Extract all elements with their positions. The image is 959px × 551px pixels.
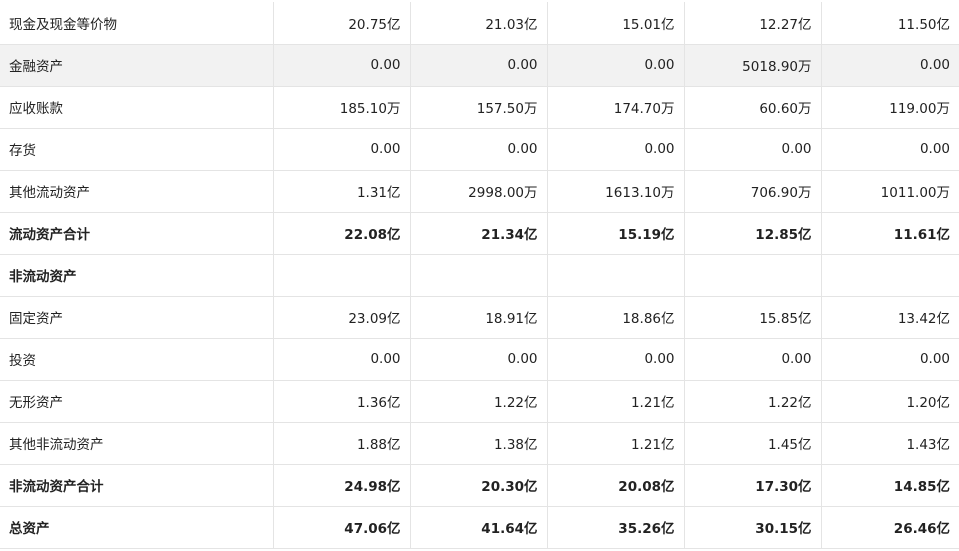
row-value: 18.91亿 bbox=[410, 296, 548, 339]
row-label: 投资 bbox=[0, 338, 274, 381]
row-value: 119.00万 bbox=[821, 86, 959, 129]
row-value: 22.08亿 bbox=[273, 212, 411, 255]
row-value: 11.50亿 bbox=[821, 2, 959, 45]
table-row: 其他流动资产 1.31亿 2998.00万 1613.10万 706.90万 1011.0… bbox=[0, 170, 959, 213]
table-row: 流动资产合计 22.08亿 21.34亿 15.19亿 12.85亿 11.61亿 bbox=[0, 212, 959, 255]
table-row: 其他非流动资产 1.88亿 1.38亿 1.21亿 1.45亿 1.43亿 bbox=[0, 422, 959, 465]
row-value: 35.26亿 bbox=[547, 506, 685, 549]
row-value: 18.86亿 bbox=[547, 296, 685, 339]
row-value: 15.01亿 bbox=[547, 2, 685, 45]
row-value: 174.70万 bbox=[547, 86, 685, 129]
row-value: 24.98亿 bbox=[273, 464, 411, 507]
row-value: 0.00 bbox=[684, 128, 822, 171]
row-label: 现金及现金等价物 bbox=[0, 2, 274, 45]
row-value: 20.75亿 bbox=[273, 2, 411, 45]
row-label: 无形资产 bbox=[0, 380, 274, 423]
row-value: 0.00 bbox=[684, 338, 822, 381]
row-value: 0.00 bbox=[821, 338, 959, 381]
row-value: 12.27亿 bbox=[684, 2, 822, 45]
row-value: 0.00 bbox=[273, 128, 411, 171]
table-row: 非流动资产 bbox=[0, 254, 959, 297]
row-value: 21.34亿 bbox=[410, 212, 548, 255]
row-label: 非流动资产合计 bbox=[0, 464, 274, 507]
row-value: 1.45亿 bbox=[684, 422, 822, 465]
table-row: 无形资产 1.36亿 1.22亿 1.21亿 1.22亿 1.20亿 bbox=[0, 380, 959, 423]
row-value: 30.15亿 bbox=[684, 506, 822, 549]
row-value: 0.00 bbox=[547, 44, 685, 87]
row-value: 1.43亿 bbox=[821, 422, 959, 465]
row-value: 0.00 bbox=[821, 128, 959, 171]
row-value: 706.90万 bbox=[684, 170, 822, 213]
row-label: 总资产 bbox=[0, 506, 274, 549]
row-value: 1.88亿 bbox=[273, 422, 411, 465]
row-value: 14.85亿 bbox=[821, 464, 959, 507]
row-label: 其他流动资产 bbox=[0, 170, 274, 213]
table-row: 固定资产 23.09亿 18.91亿 18.86亿 15.85亿 13.42亿 bbox=[0, 296, 959, 339]
row-value: 11.61亿 bbox=[821, 212, 959, 255]
row-value: 15.19亿 bbox=[547, 212, 685, 255]
row-value: 23.09亿 bbox=[273, 296, 411, 339]
row-value bbox=[684, 254, 822, 297]
row-value: 157.50万 bbox=[410, 86, 548, 129]
row-label: 存货 bbox=[0, 128, 274, 171]
row-value: 12.85亿 bbox=[684, 212, 822, 255]
row-value: 0.00 bbox=[410, 338, 548, 381]
row-value: 0.00 bbox=[547, 338, 685, 381]
table-row: 应收账款 185.10万 157.50万 174.70万 60.60万 119.00万 bbox=[0, 86, 959, 129]
row-value bbox=[273, 254, 411, 297]
row-value: 1.36亿 bbox=[273, 380, 411, 423]
row-label: 固定资产 bbox=[0, 296, 274, 339]
row-value bbox=[821, 254, 959, 297]
row-value: 1.38亿 bbox=[410, 422, 548, 465]
table-row: 非流动资产合计 24.98亿 20.30亿 20.08亿 17.30亿 14.85亿 bbox=[0, 464, 959, 507]
row-label: 流动资产合计 bbox=[0, 212, 274, 255]
row-value: 1.31亿 bbox=[273, 170, 411, 213]
row-label: 非流动资产 bbox=[0, 254, 274, 297]
row-value: 0.00 bbox=[410, 44, 548, 87]
row-label: 其他非流动资产 bbox=[0, 422, 274, 465]
row-label: 金融资产 bbox=[0, 44, 274, 87]
row-value: 0.00 bbox=[410, 128, 548, 171]
row-value: 0.00 bbox=[273, 44, 411, 87]
row-value: 1.20亿 bbox=[821, 380, 959, 423]
row-value: 1.22亿 bbox=[684, 380, 822, 423]
row-value: 1.21亿 bbox=[547, 422, 685, 465]
row-value: 1.21亿 bbox=[547, 380, 685, 423]
row-value: 60.60万 bbox=[684, 86, 822, 129]
table-row: 金融资产 0.00 0.00 0.00 5018.90万 0.00 bbox=[0, 44, 959, 87]
row-value: 26.46亿 bbox=[821, 506, 959, 549]
row-value: 0.00 bbox=[547, 128, 685, 171]
row-value bbox=[410, 254, 548, 297]
row-value: 47.06亿 bbox=[273, 506, 411, 549]
row-value: 1613.10万 bbox=[547, 170, 685, 213]
table-row: 投资 0.00 0.00 0.00 0.00 0.00 bbox=[0, 338, 959, 381]
table-row: 现金及现金等价物 20.75亿 21.03亿 15.01亿 12.27亿 11.50亿 bbox=[0, 2, 959, 45]
row-value: 17.30亿 bbox=[684, 464, 822, 507]
row-value: 0.00 bbox=[821, 44, 959, 87]
row-value: 5018.90万 bbox=[684, 44, 822, 87]
row-value: 20.30亿 bbox=[410, 464, 548, 507]
row-value: 1011.00万 bbox=[821, 170, 959, 213]
table-row: 存货 0.00 0.00 0.00 0.00 0.00 bbox=[0, 128, 959, 171]
row-value bbox=[547, 254, 685, 297]
row-label: 应收账款 bbox=[0, 86, 274, 129]
row-value: 15.85亿 bbox=[684, 296, 822, 339]
row-value: 2998.00万 bbox=[410, 170, 548, 213]
table-row: 总资产 47.06亿 41.64亿 35.26亿 30.15亿 26.46亿 bbox=[0, 506, 959, 549]
row-value: 21.03亿 bbox=[410, 2, 548, 45]
row-value: 13.42亿 bbox=[821, 296, 959, 339]
row-value: 0.00 bbox=[273, 338, 411, 381]
row-value: 185.10万 bbox=[273, 86, 411, 129]
row-value: 1.22亿 bbox=[410, 380, 548, 423]
row-value: 41.64亿 bbox=[410, 506, 548, 549]
row-value: 20.08亿 bbox=[547, 464, 685, 507]
